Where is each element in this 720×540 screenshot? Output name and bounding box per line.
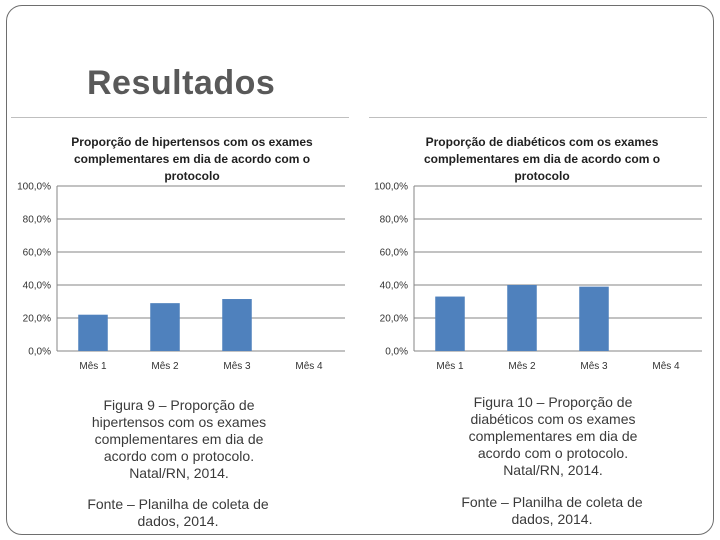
x-tick-label: Mês 2 — [151, 361, 179, 372]
chart-diabeticos-plot: 0,0% 20,0% 40,0% 60,0% 80,0% 100,0% Mês 1 Mês 2… — [374, 182, 702, 372]
bar — [579, 286, 609, 351]
chart-title: Proporção de hipertensos com os exames c… — [71, 135, 313, 183]
y-tick-label: 40,0% — [23, 281, 51, 292]
x-tick-label: Mês 4 — [295, 361, 323, 372]
title-divider-left — [11, 117, 349, 118]
figure-10-source: Fonte – Planilha de coleta de dados, 201… — [461, 494, 643, 527]
bar — [507, 285, 537, 351]
y-tick-label: 100,0% — [374, 182, 408, 193]
chart-hipertensos-plot: 0,0% 20,0% 40,0% 60,0% 80,0% 100,0% Mês 1 Mês 2… — [17, 182, 345, 372]
figure-9-source: Fonte – Planilha de coleta de dados, 201… — [87, 496, 269, 529]
chart-title: Proporção de diabéticos com os exames co… — [423, 135, 661, 183]
y-tick-label: 60,0% — [380, 248, 408, 259]
x-tick-label: Mês 3 — [223, 361, 251, 372]
y-tick-label: 80,0% — [380, 215, 408, 226]
chart-hipertensos: Proporção de hipertensos com os exames c… — [7, 124, 357, 384]
x-tick-label: Mês 1 — [436, 361, 464, 372]
bar — [78, 314, 108, 351]
chart-diabeticos: Proporção de diabéticos com os exames co… — [362, 124, 712, 384]
y-tick-label: 0,0% — [385, 347, 408, 358]
figure-9-caption: Figura 9 – Proporção de hipertensos com … — [91, 397, 267, 481]
bar — [435, 296, 465, 351]
title-divider-right — [369, 117, 707, 118]
slide: Resultados Proporção de hipertensos com … — [6, 5, 714, 535]
bar — [222, 299, 252, 351]
x-tick-label: Mês 1 — [79, 361, 107, 372]
y-tick-label: 80,0% — [23, 215, 51, 226]
y-tick-label: 100,0% — [17, 182, 51, 193]
x-tick-label: Mês 3 — [580, 361, 608, 372]
bar — [150, 303, 180, 351]
y-tick-label: 20,0% — [380, 314, 408, 325]
y-tick-label: 40,0% — [380, 281, 408, 292]
y-tick-label: 60,0% — [23, 248, 51, 259]
x-tick-label: Mês 2 — [508, 361, 536, 372]
x-tick-label: Mês 4 — [652, 361, 680, 372]
slide-title: Resultados — [87, 64, 276, 102]
y-tick-label: 20,0% — [23, 314, 51, 325]
y-tick-label: 0,0% — [28, 347, 51, 358]
figure-10-caption: Figura 10 – Proporção de diabéticos com … — [468, 394, 638, 478]
